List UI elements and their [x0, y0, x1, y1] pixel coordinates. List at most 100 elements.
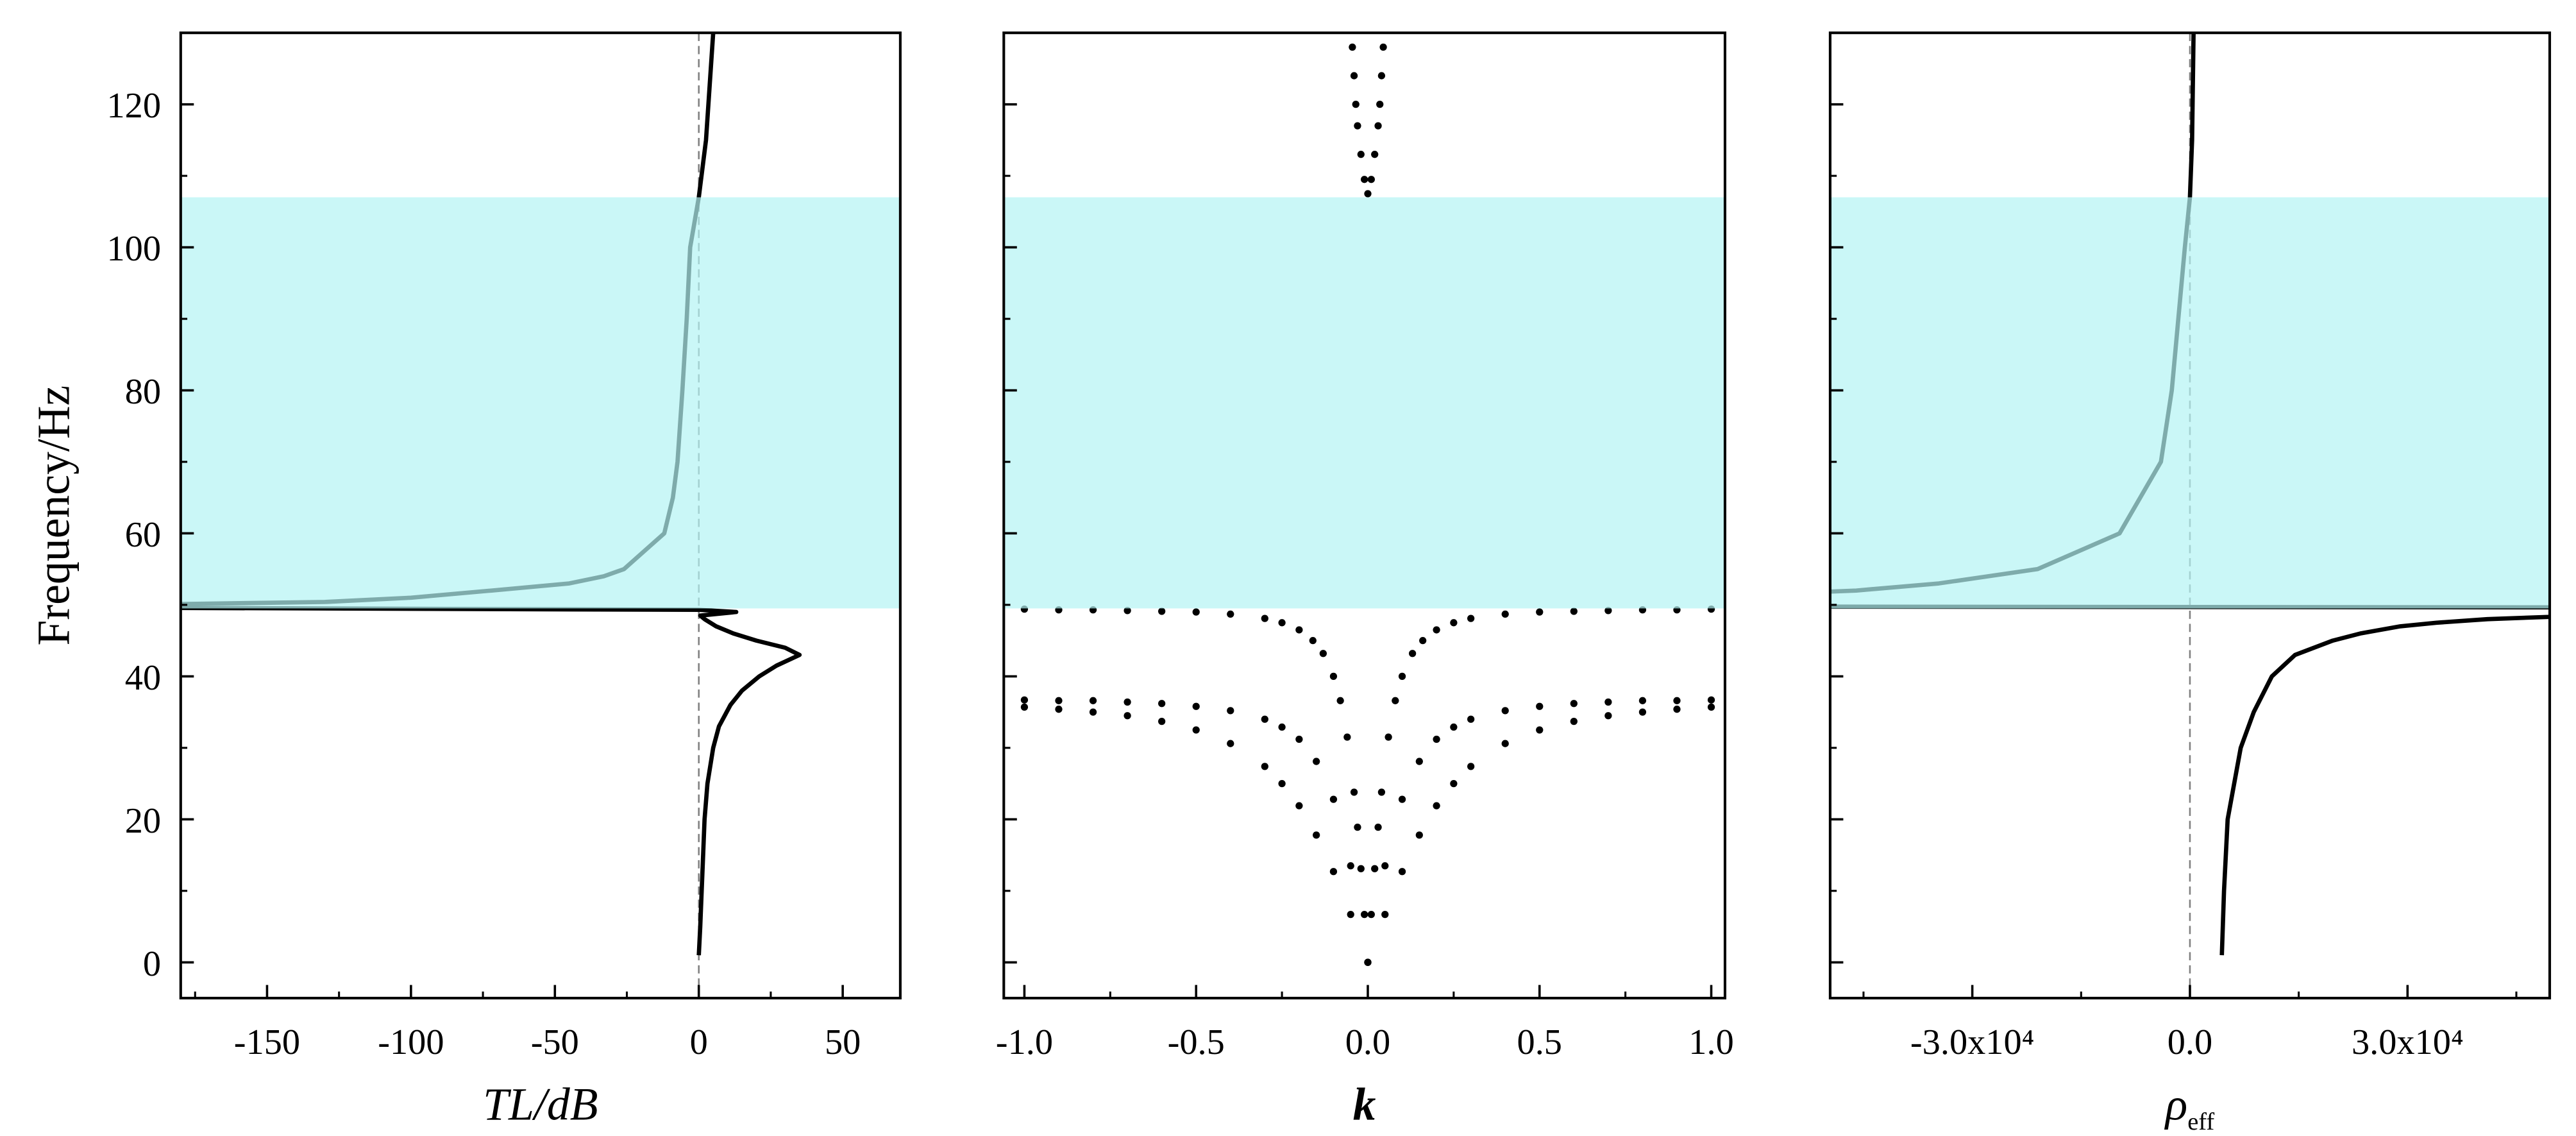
point [1364, 958, 1372, 966]
point [1278, 619, 1286, 627]
point [1398, 868, 1406, 876]
x-axis-label: k [1353, 1078, 1376, 1130]
point [1313, 831, 1320, 839]
point [1392, 697, 1399, 704]
x-tick-label: 0.0 [2168, 1022, 2212, 1062]
panel: -150 -100 -50 0 50 0 20 40 60 80 100 120 TL/dB Freque… [28, 31, 902, 1130]
point [1347, 910, 1354, 919]
y-tick-label: 20 [125, 801, 161, 841]
x-axis-label-sub: eff [2187, 1108, 2214, 1135]
point [1707, 696, 1715, 704]
point [1295, 735, 1303, 743]
point [1570, 700, 1578, 708]
point [1381, 862, 1389, 870]
y-tick-label: 40 [125, 658, 161, 698]
point [1467, 715, 1475, 723]
band [180, 197, 900, 609]
x-tick-label: 0.0 [1345, 1022, 1390, 1062]
point [1329, 795, 1338, 803]
point [1261, 763, 1268, 770]
point [1124, 698, 1131, 706]
point [1385, 733, 1392, 741]
point [1360, 176, 1368, 183]
point [1089, 708, 1097, 716]
panel: -1.0 -0.5 0.0 0.5 1.0 k [996, 31, 1734, 1130]
point [1192, 726, 1200, 734]
point [1192, 702, 1200, 710]
x-axis-label: TL/dB [483, 1078, 598, 1130]
point [1501, 610, 1509, 618]
point [1467, 763, 1475, 770]
x-axis-label-main: ρ [2164, 1078, 2187, 1130]
x-axis-label-main: k [1353, 1078, 1376, 1130]
point [1261, 615, 1268, 622]
point [1278, 779, 1286, 788]
point [1329, 672, 1338, 681]
point [1501, 740, 1509, 747]
point [1419, 637, 1427, 645]
point [1536, 608, 1544, 616]
point [1309, 637, 1317, 645]
plot-area [1830, 33, 2550, 999]
point [1352, 101, 1360, 108]
point [1089, 697, 1097, 704]
point [1570, 607, 1578, 615]
band [1004, 197, 1725, 609]
point [1367, 910, 1375, 919]
point [1604, 607, 1612, 615]
point [1536, 702, 1544, 710]
point [1354, 122, 1361, 130]
x-tick-label: 0 [690, 1022, 708, 1062]
point [1377, 72, 1386, 80]
point [1673, 697, 1681, 704]
point [1467, 615, 1475, 622]
point [1450, 779, 1458, 788]
y-axis-label: Frequency/Hz [28, 386, 80, 646]
point [1673, 706, 1681, 713]
point [1278, 723, 1286, 731]
point [1055, 697, 1063, 704]
plot-area [180, 33, 900, 999]
x-tick-label: 3.0x10⁴ [2352, 1022, 2464, 1062]
point [1295, 626, 1303, 634]
y-tick-label: 80 [125, 372, 161, 412]
x-tick-label: -50 [531, 1022, 579, 1062]
point [1638, 708, 1647, 716]
point [1350, 788, 1358, 796]
point [1124, 607, 1131, 615]
point [1020, 703, 1029, 711]
point [1398, 795, 1406, 803]
x-tick-label: -150 [234, 1022, 300, 1062]
point [1433, 802, 1440, 810]
point [1343, 733, 1351, 741]
x-axis-label: ρeff [2164, 1078, 2215, 1135]
point [1347, 862, 1354, 870]
y-tick-label: 0 [143, 944, 161, 984]
point [1354, 823, 1361, 831]
point [1227, 707, 1234, 715]
point [1192, 608, 1200, 616]
point [1450, 619, 1458, 627]
x-tick-label: 0.5 [1517, 1022, 1562, 1062]
point [1381, 910, 1389, 919]
plot-frame [1002, 31, 1727, 1000]
plot-frame [179, 31, 902, 1000]
point [1336, 697, 1344, 704]
point [1124, 712, 1131, 720]
x-tick-label: 1.0 [1688, 1022, 1733, 1062]
point [1501, 707, 1509, 715]
point [1371, 865, 1379, 872]
point [1536, 726, 1544, 734]
point [1415, 831, 1423, 839]
point [1055, 706, 1063, 713]
point [1374, 823, 1382, 831]
point [1158, 718, 1166, 725]
x-tick-label: -0.5 [1168, 1022, 1225, 1062]
band [1830, 197, 2550, 609]
point [1450, 723, 1458, 731]
point [1408, 650, 1417, 657]
panel: -3.0x10⁴ 0.0 3.0x10⁴ ρeff [1828, 31, 2552, 1135]
point [1433, 735, 1440, 743]
